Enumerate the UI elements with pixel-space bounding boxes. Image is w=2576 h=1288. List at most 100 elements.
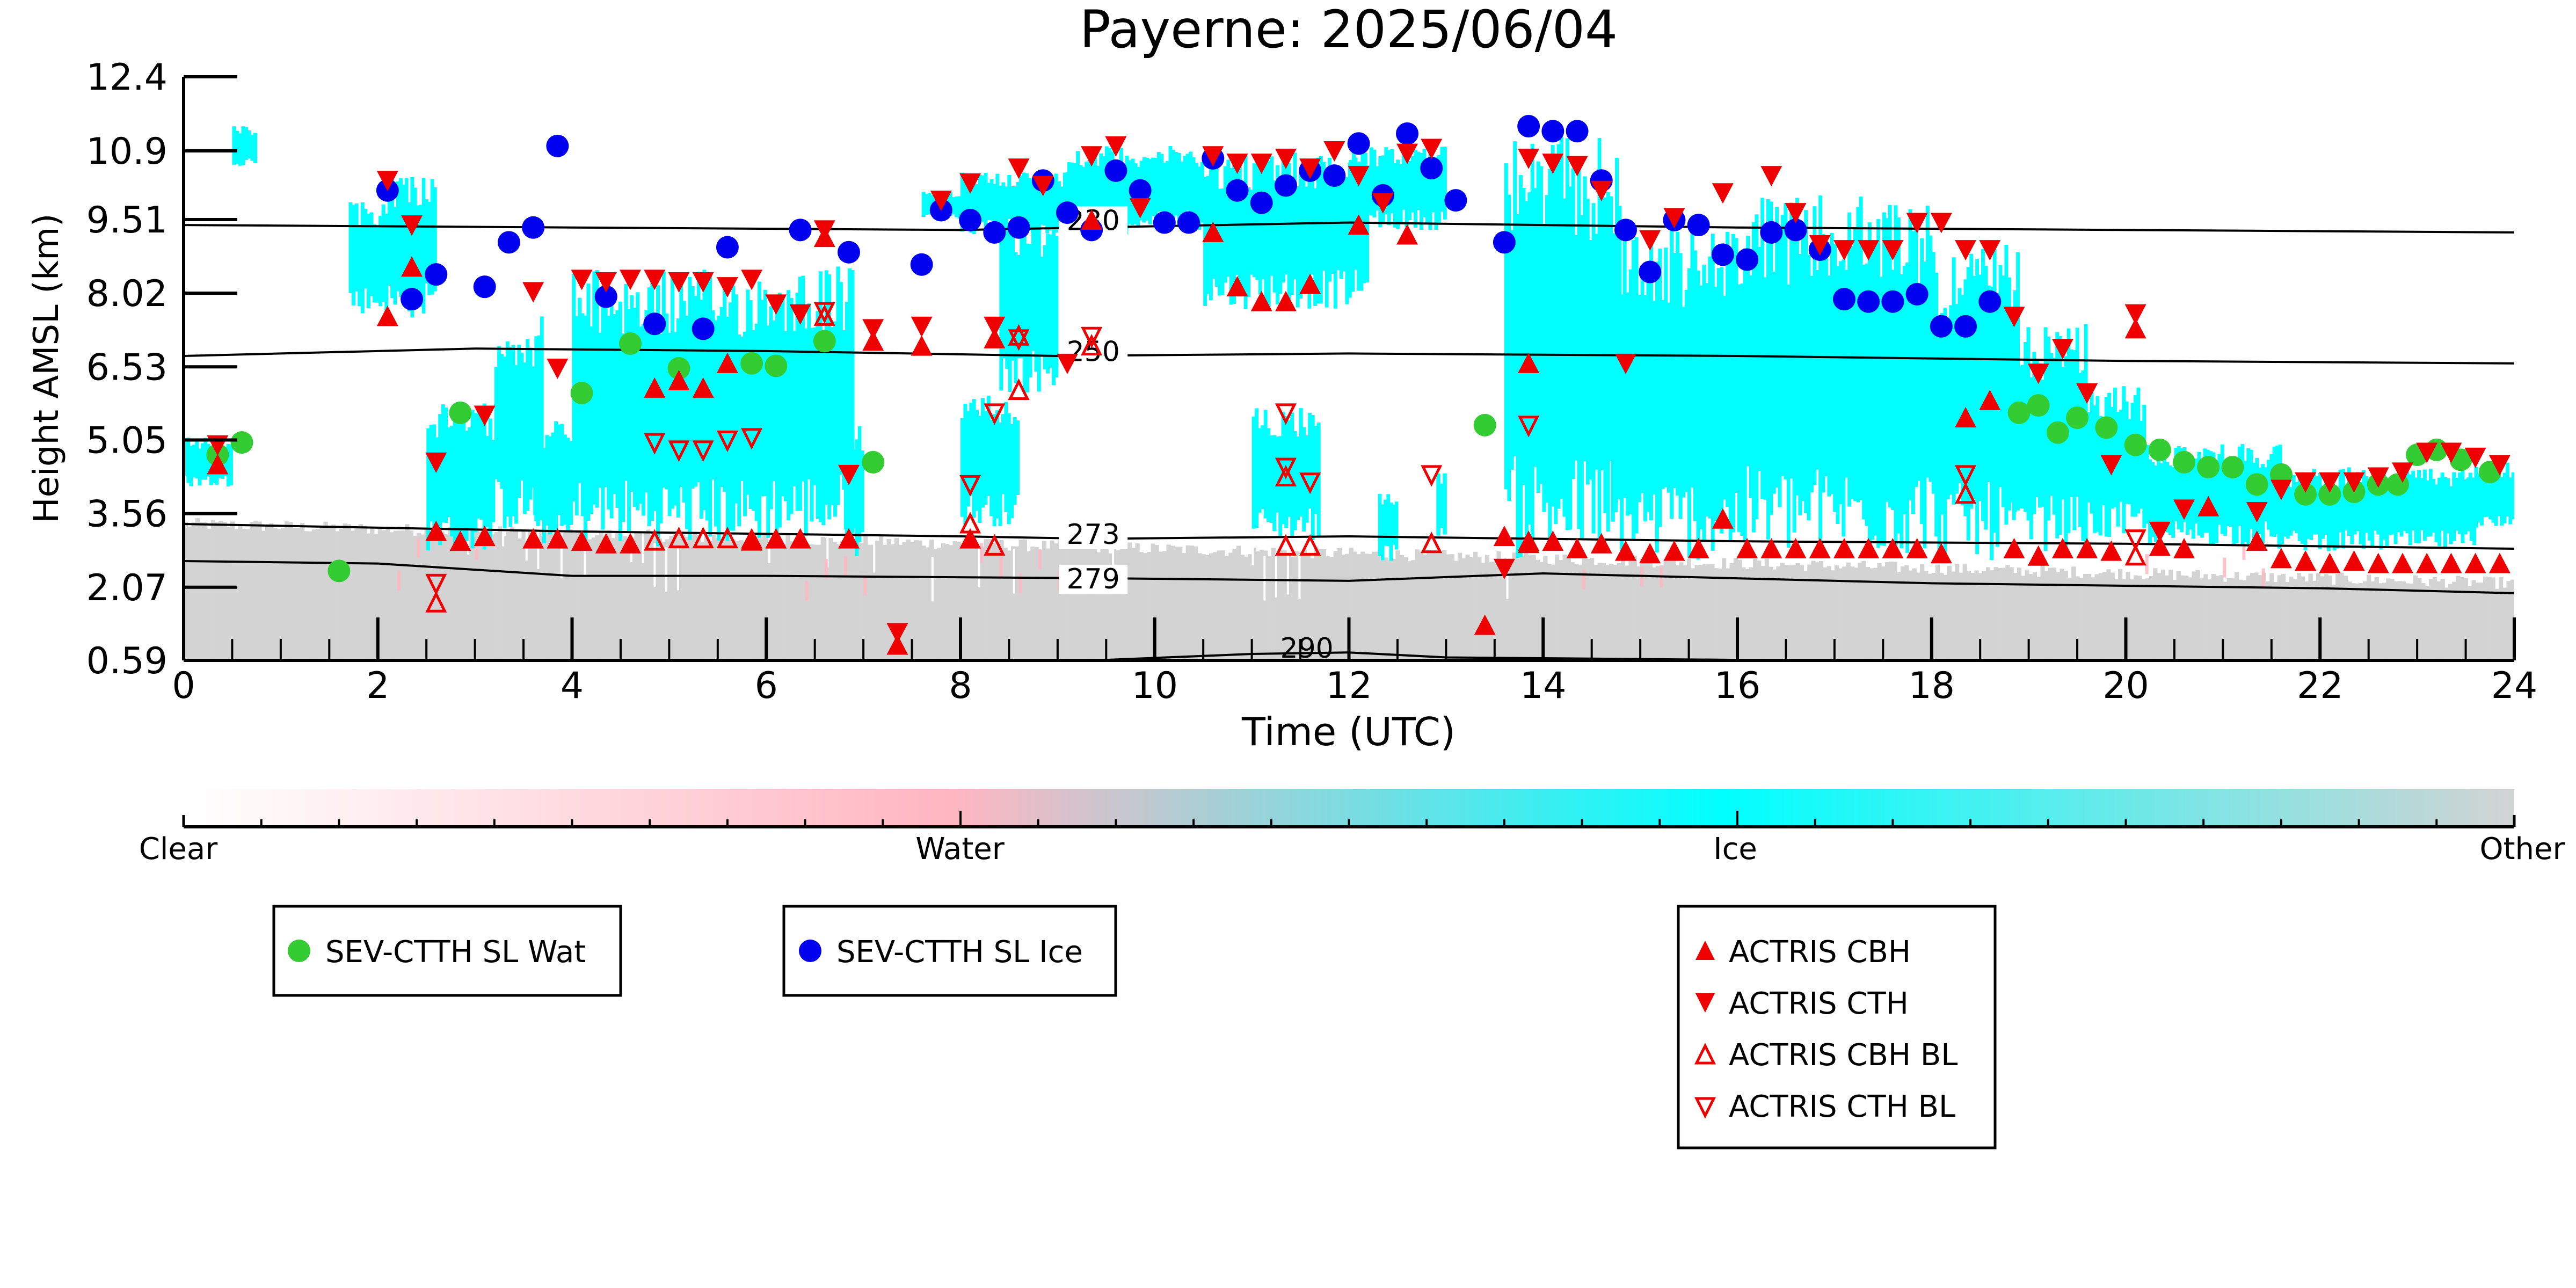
data-point — [1493, 558, 1515, 579]
data-point — [1614, 540, 1636, 561]
data-point — [1105, 136, 1127, 157]
x-tick-label: 22 — [2297, 665, 2344, 707]
data-point — [1032, 176, 1054, 197]
data-point — [838, 464, 860, 485]
data-point — [1809, 235, 1831, 256]
y-axis-label: Height AMSL (km) — [27, 214, 67, 523]
data-point — [741, 428, 763, 450]
radar-classification-field — [184, 126, 2514, 660]
data-point — [2124, 433, 2147, 456]
data-point — [644, 377, 666, 398]
x-tick-label: 10 — [1131, 665, 1178, 707]
data-point — [2319, 472, 2341, 493]
data-point — [716, 236, 739, 259]
y-tick-label: 5.05 — [86, 419, 168, 462]
data-point — [1687, 214, 1710, 237]
data-point — [2319, 552, 2341, 573]
data-point — [2124, 318, 2146, 339]
data-point — [1226, 179, 1249, 202]
legend-sev-ice: SEV-CTTH SL Ice — [782, 905, 1117, 997]
data-point — [2003, 537, 2025, 558]
data-point — [2066, 406, 2089, 430]
x-tick-label: 8 — [949, 665, 972, 707]
y-tick-label: 12.4 — [86, 56, 168, 99]
data-point — [2095, 416, 2118, 439]
data-point — [425, 263, 448, 286]
data-point — [1275, 457, 1297, 479]
data-point — [1323, 141, 1345, 162]
data-point — [765, 294, 787, 315]
data-point — [2367, 467, 2389, 488]
data-point — [1008, 158, 1030, 179]
data-point — [1202, 146, 1224, 167]
data-point — [813, 220, 835, 241]
colorbar-label-ice: Ice — [1713, 832, 1757, 867]
data-point — [1711, 243, 1734, 266]
data-point — [2051, 339, 2073, 360]
data-point — [668, 370, 690, 391]
data-point — [1736, 537, 1758, 558]
data-point — [425, 591, 447, 613]
legend-label-sev-wat: SEV-CTTH SL Wat — [325, 935, 586, 970]
data-point — [667, 357, 690, 380]
data-point — [984, 316, 1006, 337]
data-point — [1518, 352, 1540, 373]
data-point — [1081, 209, 1103, 230]
data-point — [571, 530, 593, 551]
y-tick-label: 3.56 — [86, 493, 168, 536]
y-tick-label: 0.59 — [86, 640, 168, 682]
data-point — [1955, 482, 1977, 504]
legend-label-cth-bl: ACTRIS CTH BL — [1729, 1089, 1955, 1124]
data-point — [1444, 189, 1467, 212]
data-point — [2051, 537, 2073, 558]
y-tick-label: 8.02 — [86, 273, 168, 315]
data-point — [1348, 166, 1370, 187]
data-point — [570, 382, 593, 405]
legend-label-cbh-bl: ACTRIS CBH BL — [1729, 1038, 1958, 1073]
data-point — [2391, 462, 2413, 483]
data-point — [692, 317, 715, 340]
y-tick-label: 9.51 — [86, 199, 168, 242]
data-point — [2318, 483, 2341, 506]
data-point — [1905, 282, 1929, 305]
data-point — [692, 526, 714, 549]
data-point — [2221, 456, 2244, 479]
data-point — [1639, 543, 1661, 564]
data-point — [328, 559, 351, 583]
data-point — [2076, 537, 2098, 558]
x-tick-label: 12 — [1326, 665, 1372, 707]
data-point — [522, 282, 544, 303]
legend-label-cth: ACTRIS CTH — [1729, 986, 1909, 1021]
data-point — [837, 241, 860, 264]
data-point — [1129, 179, 1152, 202]
data-point — [2124, 529, 2146, 551]
data-point — [1518, 532, 1540, 554]
data-point — [2197, 496, 2220, 516]
data-point — [1250, 290, 1272, 311]
data-point — [1517, 115, 1540, 138]
data-point — [619, 332, 642, 355]
data-point — [644, 270, 666, 290]
data-point — [1809, 537, 1831, 558]
data-point — [2343, 550, 2365, 571]
data-point — [1542, 530, 1564, 551]
data-point — [813, 302, 835, 324]
x-tick-label: 24 — [2491, 665, 2538, 707]
data-point — [886, 623, 908, 644]
legend-marker-cbh-bl — [1694, 1043, 1716, 1065]
data-point — [1955, 240, 1977, 261]
data-point — [2295, 550, 2317, 571]
data-point — [2173, 537, 2195, 558]
data-point — [959, 475, 981, 497]
data-point — [1566, 537, 1588, 558]
data-point — [1881, 290, 1904, 313]
data-point — [2343, 472, 2365, 493]
series-actris-cbh-bl — [425, 304, 2146, 613]
data-point — [1882, 240, 1904, 261]
data-point — [644, 529, 666, 551]
data-point — [2173, 499, 2195, 520]
data-point — [2076, 383, 2098, 404]
data-point — [959, 208, 982, 231]
data-point — [2100, 540, 2122, 561]
data-point — [1493, 525, 1515, 546]
